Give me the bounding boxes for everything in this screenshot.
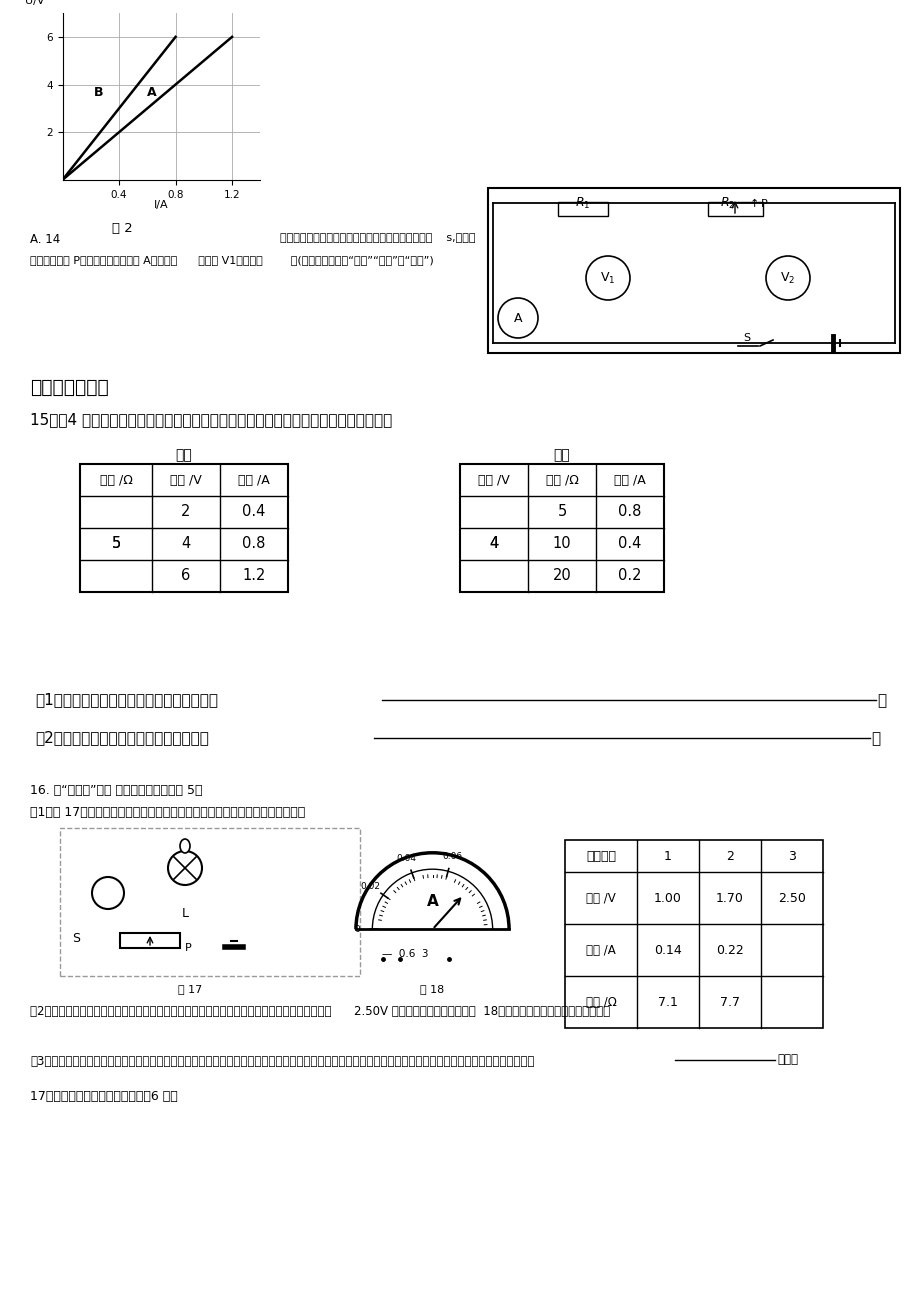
Bar (558, 202, 607, 216)
Text: 电流 /A: 电流 /A (238, 473, 269, 486)
Text: 10: 10 (552, 537, 571, 551)
Text: A. 14: A. 14 (30, 233, 60, 246)
Text: 2.50: 2.50 (777, 891, 805, 904)
Bar (60, 827, 359, 976)
Text: 4: 4 (181, 537, 190, 551)
Bar (80, 464, 288, 592)
Text: （3）老师看了该小组的记录，提示说：你们注意到三次测量的电阴相差较大这个现象吗？通过交流，同学们注意到灯泡发热发光的特殊性，认为灯泡的电阴可能与: （3）老师看了该小组的记录，提示说：你们注意到三次测量的电阴相差较大这个现象吗？… (30, 1055, 534, 1068)
Y-axis label: U/V: U/V (25, 0, 44, 7)
Text: 0.04: 0.04 (396, 853, 416, 863)
Bar (708, 202, 762, 216)
Text: 5: 5 (111, 537, 120, 551)
Text: A: A (426, 894, 437, 909)
Text: 2: 2 (181, 504, 190, 520)
Text: 在右图所示的电路中，电源电压保持不变，闭合开关    s,当滑动: 在右图所示的电路中，电源电压保持不变，闭合开关 s,当滑动 (279, 233, 475, 242)
Text: 1.2: 1.2 (242, 568, 266, 584)
Text: 15．（4 分）小芳同学在探究电流与电压、电阴的关系的实验中，得到下列两组数据：: 15．（4 分）小芳同学在探究电流与电压、电阴的关系的实验中，得到下列两组数据： (30, 412, 391, 427)
Text: 表二: 表二 (553, 448, 570, 463)
Text: 7.1: 7.1 (657, 995, 677, 1009)
Text: 电阴 /Ω: 电阴 /Ω (99, 473, 132, 486)
Text: 电流 /A: 电流 /A (585, 943, 615, 956)
Text: 表一: 表一 (176, 448, 192, 463)
Text: （1。）分析表一的数据可以得到的结论是：: （1。）分析表一的数据可以得到的结论是： (35, 692, 218, 708)
Text: S: S (743, 334, 749, 343)
Text: S: S (72, 932, 80, 945)
Text: A: A (513, 311, 522, 324)
Circle shape (585, 255, 630, 300)
Text: 图 18: 图 18 (420, 984, 444, 994)
Circle shape (92, 877, 124, 909)
Text: 0.8: 0.8 (618, 504, 641, 520)
Text: 有关。: 有关。 (777, 1053, 797, 1066)
Text: 0.2: 0.2 (618, 568, 641, 584)
Text: 1.70: 1.70 (715, 891, 743, 904)
Text: V$_2$: V$_2$ (779, 271, 795, 285)
Text: 6: 6 (181, 568, 190, 584)
Text: $\uparrow$P: $\uparrow$P (746, 195, 768, 208)
Text: 5: 5 (557, 504, 566, 520)
Text: 2: 2 (725, 850, 733, 863)
Text: 变阴器的滑片 P向右移动时，电流表 A的示数将      电压表 V1的示数将        。(两个空均选填，“变小”“不变”或“变大”): 变阴器的滑片 P向右移动时，电流表 A的示数将 电压表 V1的示数将 。(两个空… (30, 255, 433, 265)
Circle shape (497, 298, 538, 337)
Text: L: L (181, 907, 188, 920)
Text: 电压 /V: 电压 /V (170, 473, 201, 486)
Text: 0.06: 0.06 (441, 852, 461, 861)
Text: V$_1$: V$_1$ (599, 271, 615, 285)
Text: 16. 用“伏安法”测量 一只小灯泡的电阴。 5分: 16. 用“伏安法”测量 一只小灯泡的电阴。 5分 (30, 784, 202, 797)
Text: 图 2: 图 2 (111, 222, 132, 235)
Text: 电阴 /Ω: 电阴 /Ω (545, 473, 578, 486)
Bar (487, 188, 899, 353)
Text: 0.4: 0.4 (618, 537, 641, 551)
Text: 三、实验与作图: 三、实验与作图 (30, 378, 108, 397)
Text: 5: 5 (111, 537, 120, 551)
Text: 0.22: 0.22 (715, 943, 743, 956)
Text: 17、在测量定値电阴的实验中，（6 分）: 17、在测量定値电阴的实验中，（6 分） (30, 1091, 177, 1104)
Text: 0.02: 0.02 (360, 882, 380, 890)
Text: 4: 4 (489, 537, 498, 551)
Text: $R_2$: $R_2$ (720, 195, 735, 211)
Text: 0.4: 0.4 (242, 504, 266, 520)
Text: 3: 3 (788, 850, 795, 863)
Text: B: B (94, 86, 103, 99)
Text: 4: 4 (489, 537, 498, 551)
Text: 电阴 /Ω: 电阴 /Ω (584, 995, 616, 1009)
Text: 0.14: 0.14 (653, 943, 681, 956)
Text: 。: 。 (870, 731, 879, 747)
Text: 7.7: 7.7 (720, 995, 739, 1009)
Text: 图 17: 图 17 (177, 984, 202, 994)
Text: 20: 20 (552, 568, 571, 584)
X-axis label: I/A: I/A (154, 199, 168, 210)
Circle shape (766, 255, 809, 300)
Bar (119, 933, 180, 949)
Text: （2）某实验小组通过改变灯泡两端的电压，进行了三次测量，部分记录见上表。若电压表示数为      2.50V 时，电流表的指针位置如图  18所示，请你填写表格: （2）某实验小组通过改变灯泡两端的电压，进行了三次测量，部分记录见上表。若电压表… (30, 1005, 609, 1018)
Text: $R_1$: $R_1$ (574, 195, 590, 211)
Bar (564, 840, 823, 1028)
Text: （1）图 17是实验电路图，图上的圆圈表示电表，请在圆圈内填入相应的字母。: （1）图 17是实验电路图，图上的圆圈表示电表，请在圆圈内填入相应的字母。 (30, 807, 305, 820)
Text: 。: 。 (876, 693, 885, 708)
Text: （2）分析表二的数据可以得到的结论是：: （2）分析表二的数据可以得到的结论是： (35, 730, 209, 745)
Circle shape (168, 851, 202, 885)
Text: —  0.6  3: — 0.6 3 (381, 949, 428, 959)
Text: 0.8: 0.8 (242, 537, 266, 551)
Text: P: P (185, 943, 191, 952)
Text: 0: 0 (354, 925, 359, 934)
Ellipse shape (180, 839, 190, 853)
Text: 实验次数: 实验次数 (585, 850, 616, 863)
Text: 1: 1 (664, 850, 671, 863)
Text: 电流 /A: 电流 /A (614, 473, 645, 486)
Text: A: A (147, 86, 157, 99)
Text: 电压 /V: 电压 /V (585, 891, 615, 904)
Bar (460, 464, 664, 592)
Text: 1.00: 1.00 (653, 891, 681, 904)
Text: 电压 /V: 电压 /V (478, 473, 509, 486)
